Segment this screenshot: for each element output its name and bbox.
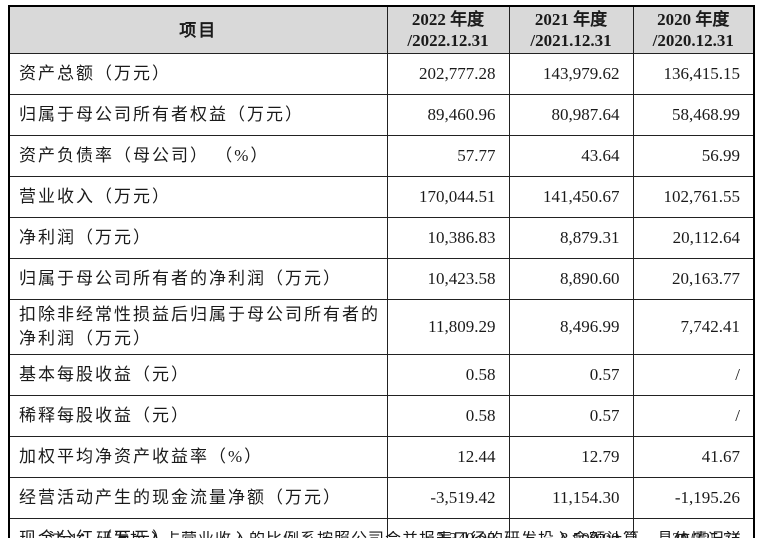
row-value-2021: 11,154.30 xyxy=(508,477,634,519)
period-year-label: 2022 年度 xyxy=(411,10,485,29)
row-value-2021: 143,979.62 xyxy=(508,53,634,95)
row-value-2022: -3,519.42 xyxy=(386,477,510,519)
row-label: 归属于母公司所有者的净利润（万元） xyxy=(8,258,388,300)
period-year-label: 2021 年度 xyxy=(534,10,608,29)
row-value-2021: 12.79 xyxy=(508,436,634,478)
row-value-2020: 41.67 xyxy=(632,436,755,478)
row-value-2022: 0.58 xyxy=(386,395,510,437)
table-row-parent-net-profit: 归属于母公司所有者的净利润（万元） 10,423.58 8,890.60 20,… xyxy=(8,258,755,300)
row-value-2021: 43.64 xyxy=(508,135,634,177)
financial-summary-table: 项目 2022 年度 /2022.12.31 2021 年度 /2021.12.… xyxy=(8,5,755,538)
row-value-2022: 170,044.51 xyxy=(386,176,510,218)
row-value-2020: 102,761.55 xyxy=(632,176,755,218)
row-value-2020: 29,325.71 xyxy=(632,518,755,538)
footnote-clipped: 注 1：研发投入占营业收入的比例系按照公司合并报表口径的研发投入金额计算，具体情… xyxy=(8,531,752,538)
header-item-column: 项目 xyxy=(8,5,388,54)
table-row-weighted-roe: 加权平均净资产收益率（%） 12.44 12.79 41.67 xyxy=(8,436,755,478)
row-label: 营业收入（万元） xyxy=(8,176,388,218)
row-value-2020: / xyxy=(632,395,755,437)
table-row-debt-ratio: 资产负债率（母公司） （%） 57.77 43.64 56.99 xyxy=(8,135,755,177)
table-row-basic-eps: 基本每股收益（元） 0.58 0.57 / xyxy=(8,354,755,396)
row-value-2021: 8,890.60 xyxy=(508,258,634,300)
row-value-2021: 80,987.64 xyxy=(508,94,634,136)
row-value-2020: / xyxy=(632,354,755,396)
row-value-2020: 136,415.15 xyxy=(632,53,755,95)
row-value-2020: 56.99 xyxy=(632,135,755,177)
header-period-2021: 2021 年度 /2021.12.31 xyxy=(508,5,634,54)
table-row-revenue: 营业收入（万元） 170,044.51 141,450.67 102,761.5… xyxy=(8,176,755,218)
row-label: 资产负债率（母公司） （%） xyxy=(8,135,388,177)
row-label: 归属于母公司所有者权益（万元） xyxy=(8,94,388,136)
row-label: 净利润（万元） xyxy=(8,217,388,259)
table-row-total-assets: 资产总额（万元） 202,777.28 143,979.62 136,415.1… xyxy=(8,53,755,95)
row-value-2020: 58,468.99 xyxy=(632,94,755,136)
row-value-2021: 0.57 xyxy=(508,354,634,396)
table-row-operating-cash-flow: 经营活动产生的现金流量净额（万元） -3,519.42 11,154.30 -1… xyxy=(8,477,755,519)
period-year-label: 2020 年度 xyxy=(657,10,730,29)
period-date-label: /2020.12.31 xyxy=(652,31,734,50)
table-row-cash-dividend: 现金分红（万元） 2,340.00 3,500.00 29,325.71 xyxy=(8,518,755,538)
row-value-2021: 141,450.67 xyxy=(508,176,634,218)
table-row-parent-equity: 归属于母公司所有者权益（万元） 89,460.96 80,987.64 58,4… xyxy=(8,94,755,136)
row-value-2022: 12.44 xyxy=(386,436,510,478)
row-value-2021: 0.57 xyxy=(508,395,634,437)
period-date-label: /2021.12.31 xyxy=(530,31,612,50)
row-label: 经营活动产生的现金流量净额（万元） xyxy=(8,477,388,519)
row-value-2022: 10,386.83 xyxy=(386,217,510,259)
row-value-2020: 20,163.77 xyxy=(632,258,755,300)
row-label: 稀释每股收益（元） xyxy=(8,395,388,437)
row-label: 扣除非经常性损益后归属于母公司所有者的净利润（万元） xyxy=(8,299,388,355)
row-value-2020: 7,742.41 xyxy=(632,299,755,355)
row-value-2021: 8,496.99 xyxy=(508,299,634,355)
row-value-2022: 57.77 xyxy=(386,135,510,177)
row-value-2022: 0.58 xyxy=(386,354,510,396)
row-value-2022: 202,777.28 xyxy=(386,53,510,95)
period-date-label: /2022.12.31 xyxy=(407,31,489,50)
row-value-2021: 8,879.31 xyxy=(508,217,634,259)
row-label: 加权平均净资产收益率（%） xyxy=(8,436,388,478)
row-value-2020: 20,112.64 xyxy=(632,217,755,259)
header-row: 项目 2022 年度 /2022.12.31 2021 年度 /2021.12.… xyxy=(8,5,755,54)
header-period-2022: 2022 年度 /2022.12.31 xyxy=(386,5,510,54)
row-value-2022: 10,423.58 xyxy=(386,258,510,300)
table-row-net-profit: 净利润（万元） 10,386.83 8,879.31 20,112.64 xyxy=(8,217,755,259)
row-value-2022: 89,460.96 xyxy=(386,94,510,136)
table-row-deducted-net-profit: 扣除非经常性损益后归属于母公司所有者的净利润（万元） 11,809.29 8,4… xyxy=(8,299,755,355)
row-value-2020: -1,195.26 xyxy=(632,477,755,519)
row-value-2022: 11,809.29 xyxy=(386,299,510,355)
header-period-2020: 2020 年度 /2020.12.31 xyxy=(632,5,755,54)
row-label: 基本每股收益（元） xyxy=(8,354,388,396)
row-label: 资产总额（万元） xyxy=(8,53,388,95)
table-row-diluted-eps: 稀释每股收益（元） 0.58 0.57 / xyxy=(8,395,755,437)
